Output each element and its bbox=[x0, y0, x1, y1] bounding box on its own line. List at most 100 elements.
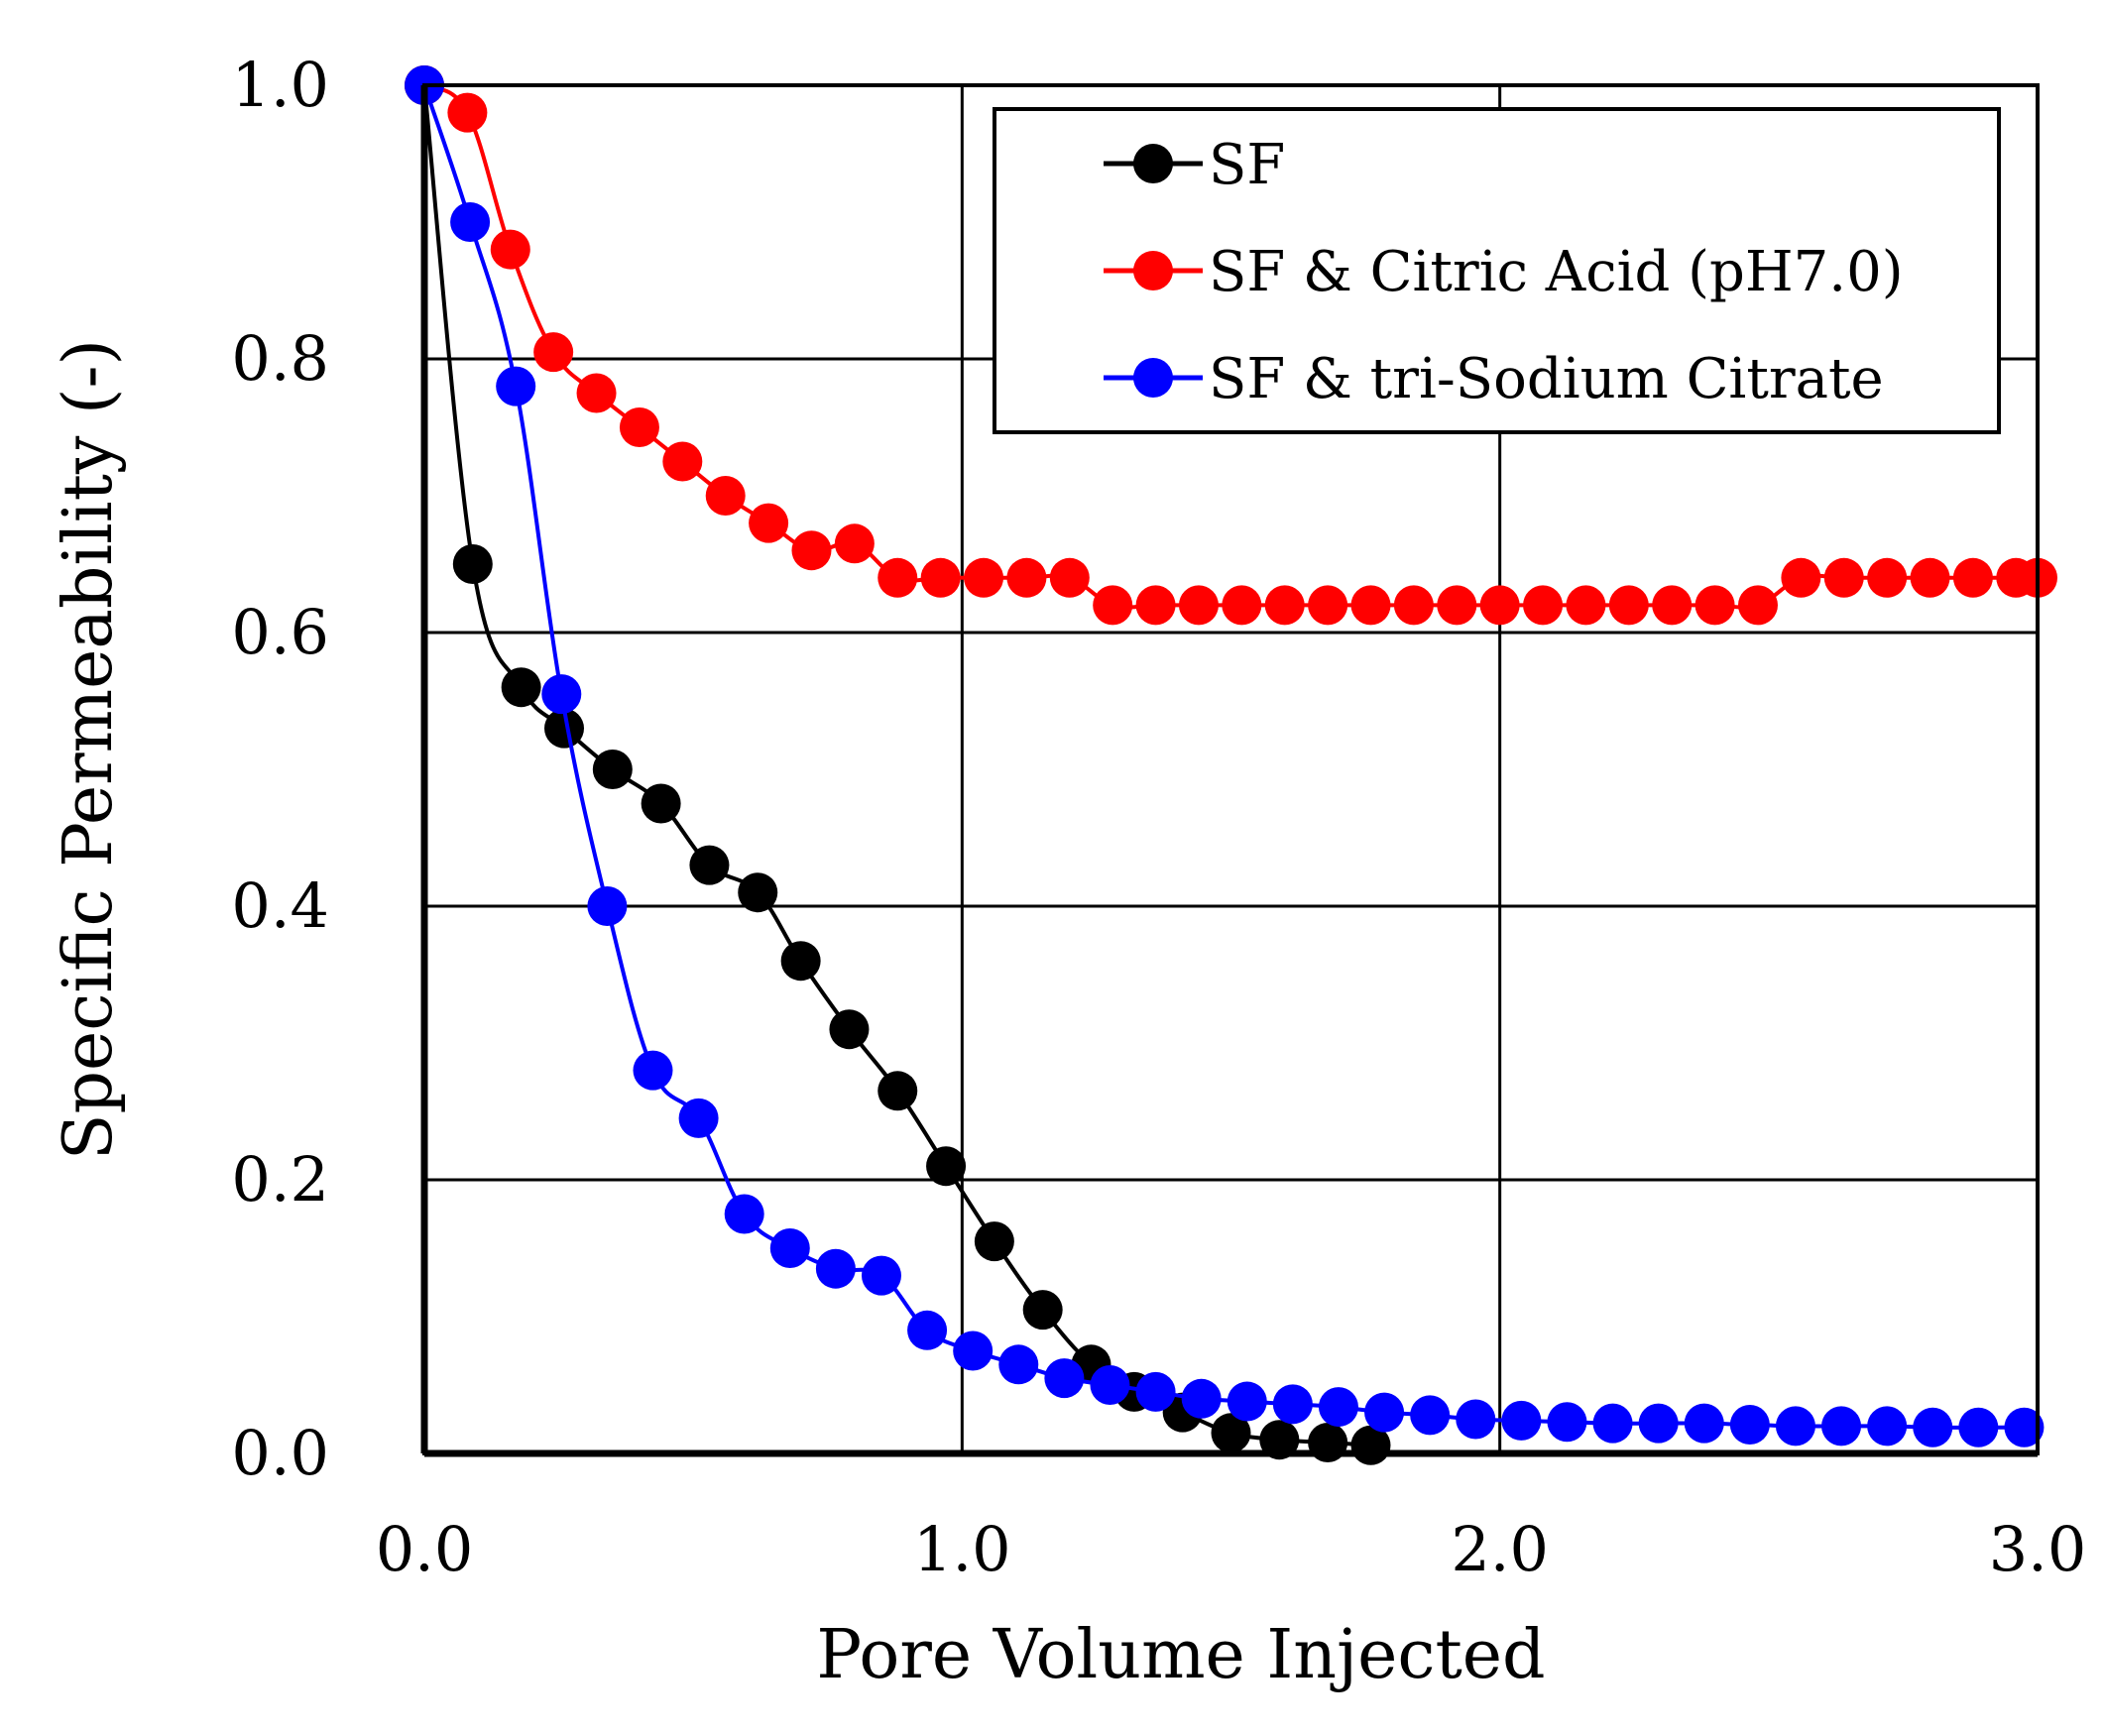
y-tick-label: 0.4 bbox=[231, 869, 329, 942]
data-point bbox=[633, 1050, 673, 1091]
data-point bbox=[501, 667, 541, 708]
data-point bbox=[1410, 1395, 1451, 1436]
data-point bbox=[1393, 585, 1434, 626]
data-point bbox=[1523, 585, 1564, 626]
data-point bbox=[1823, 557, 1864, 598]
data-point bbox=[974, 1221, 1014, 1262]
data-point bbox=[1135, 1371, 1176, 1412]
data-point bbox=[1501, 1400, 1542, 1441]
axes bbox=[420, 83, 2040, 1457]
data-point bbox=[1781, 557, 1821, 598]
data-point bbox=[1867, 1406, 1908, 1447]
data-point bbox=[907, 1310, 948, 1350]
x-tick-label: 0.0 bbox=[376, 1513, 474, 1585]
data-point bbox=[861, 1255, 901, 1296]
data-point bbox=[447, 92, 488, 133]
series-layer bbox=[405, 65, 2057, 1465]
data-point bbox=[815, 1248, 856, 1289]
legend-label: SF & tri-Sodium Citrate bbox=[1209, 347, 1884, 411]
data-point bbox=[1695, 585, 1735, 626]
data-point bbox=[1006, 557, 1047, 598]
data-point bbox=[1867, 557, 1908, 598]
data-point bbox=[576, 373, 617, 413]
data-point bbox=[619, 407, 659, 447]
data-point bbox=[780, 941, 821, 982]
data-point bbox=[541, 674, 582, 715]
data-point bbox=[533, 332, 574, 373]
data-point bbox=[749, 503, 789, 543]
data-point bbox=[1437, 585, 1477, 626]
data-point bbox=[926, 1146, 967, 1187]
data-point bbox=[998, 1344, 1039, 1385]
legend-label: SF bbox=[1209, 133, 1285, 197]
x-tick-label: 3.0 bbox=[1989, 1513, 2087, 1585]
data-point bbox=[1135, 585, 1176, 626]
data-point bbox=[689, 845, 730, 885]
data-point bbox=[1259, 1420, 1300, 1460]
data-point bbox=[1821, 1406, 1862, 1447]
data-point bbox=[1608, 585, 1649, 626]
data-point bbox=[1181, 1378, 1222, 1419]
legend-label: SF & Citric Acid (pH7.0) bbox=[1209, 240, 1904, 304]
data-point bbox=[1178, 585, 1219, 626]
data-point bbox=[1592, 1403, 1633, 1444]
data-point bbox=[1638, 1403, 1679, 1444]
legend-entry: SF & Citric Acid (pH7.0) bbox=[1104, 240, 1904, 304]
data-point bbox=[1222, 585, 1262, 626]
series-sf-tri-sodium-citrate bbox=[405, 65, 2045, 1447]
data-point bbox=[1264, 585, 1305, 626]
data-point bbox=[877, 557, 918, 598]
data-point bbox=[1318, 1387, 1358, 1428]
legend-entry: SF & tri-Sodium Citrate bbox=[1104, 347, 1884, 411]
data-point bbox=[769, 1228, 810, 1268]
data-point bbox=[1456, 1399, 1496, 1440]
legend-marker bbox=[1133, 144, 1173, 183]
data-point bbox=[544, 708, 585, 749]
y-tick-label: 1.0 bbox=[231, 49, 329, 121]
data-point bbox=[1479, 585, 1520, 626]
tick-labels: 0.0 1.0 2.0 3.0 0.0 0.2 0.4 0.6 0.8 1.0 bbox=[231, 49, 2086, 1585]
data-point bbox=[592, 750, 633, 789]
data-point bbox=[1910, 557, 1950, 598]
y-axis-title: Specific Permeability (-) bbox=[50, 339, 128, 1160]
data-point bbox=[496, 366, 536, 406]
data-point bbox=[1566, 585, 1606, 626]
data-point bbox=[662, 441, 703, 482]
data-point bbox=[1775, 1406, 1815, 1447]
data-point bbox=[1684, 1403, 1724, 1444]
data-point bbox=[1913, 1407, 1953, 1447]
data-point bbox=[1350, 585, 1391, 626]
data-point bbox=[738, 872, 778, 913]
data-point bbox=[920, 557, 961, 598]
data-point bbox=[964, 557, 1004, 598]
legend: SF SF & Citric Acid (pH7.0) SF & tri-Sodiu… bbox=[993, 107, 2001, 434]
data-point bbox=[1049, 557, 1090, 598]
series-line bbox=[422, 84, 2025, 1430]
data-point bbox=[953, 1331, 994, 1371]
data-point bbox=[1737, 585, 1778, 626]
data-point bbox=[1044, 1358, 1085, 1399]
y-tick-label: 0.6 bbox=[231, 596, 329, 668]
data-point bbox=[452, 544, 493, 584]
legend-entry: SF bbox=[1104, 133, 1285, 197]
data-point bbox=[1308, 585, 1348, 626]
x-axis-title: Pore Volume Injected bbox=[816, 1616, 1545, 1694]
data-point bbox=[1227, 1381, 1267, 1422]
legend-marker bbox=[1133, 358, 1173, 398]
data-point bbox=[587, 886, 628, 926]
data-point bbox=[1272, 1384, 1313, 1425]
data-point bbox=[2004, 1407, 2045, 1447]
data-point bbox=[1952, 557, 1993, 598]
data-point bbox=[1090, 1365, 1130, 1405]
legend-marker bbox=[1133, 251, 1173, 290]
data-point bbox=[450, 202, 491, 242]
data-point bbox=[678, 1098, 719, 1138]
data-point bbox=[1652, 585, 1693, 626]
data-point bbox=[791, 530, 832, 571]
y-tick-label: 0.2 bbox=[231, 1143, 329, 1215]
x-tick-label: 2.0 bbox=[1451, 1513, 1549, 1585]
data-point bbox=[724, 1194, 764, 1234]
data-point bbox=[877, 1071, 918, 1111]
